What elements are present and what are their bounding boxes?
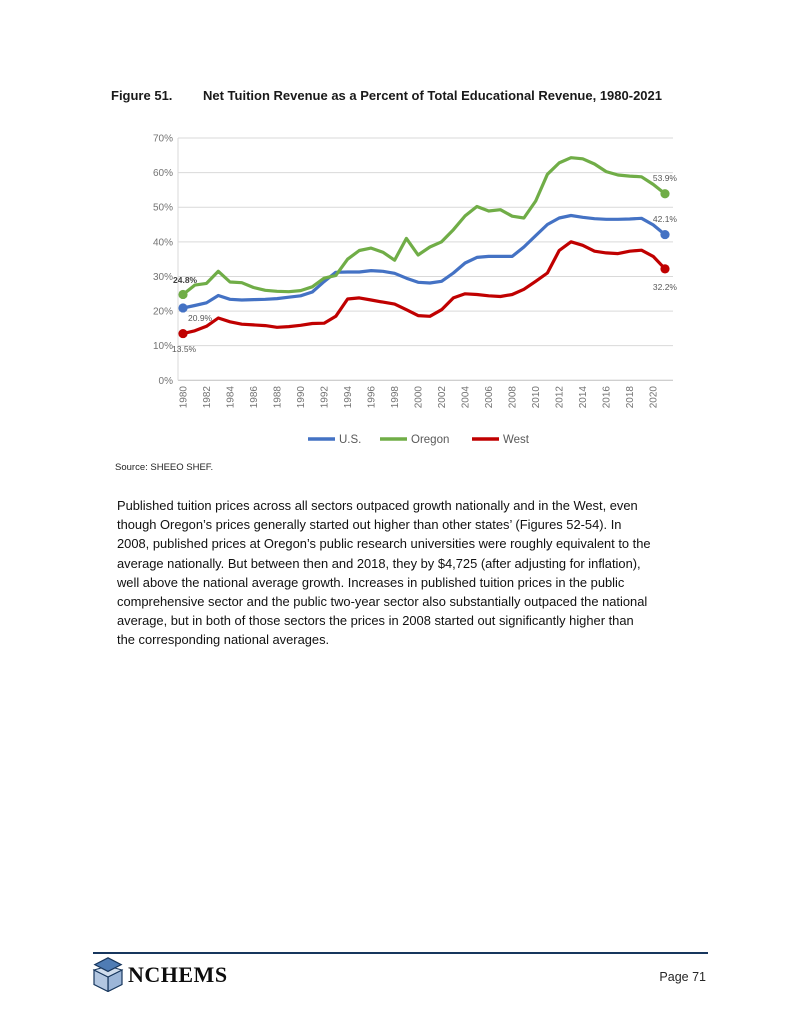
x-axis-label: 1996 xyxy=(367,386,378,409)
x-axis-label: 1998 xyxy=(390,386,401,409)
x-axis-label: 2020 xyxy=(649,386,660,409)
y-axis-label: 10% xyxy=(153,341,173,352)
x-axis-label: 2016 xyxy=(602,386,613,409)
y-axis-label: 50% xyxy=(153,203,173,214)
series-end-marker xyxy=(660,264,670,274)
x-axis-label: 2014 xyxy=(578,386,589,409)
x-axis-label: 2002 xyxy=(437,386,448,409)
paragraph-line: the corresponding national averages. xyxy=(117,632,330,648)
figure-label: Figure 51. xyxy=(111,88,173,103)
nchems-logo: NCHEMS xyxy=(92,957,228,992)
y-axis-label: 40% xyxy=(153,237,173,248)
x-axis-label: 2010 xyxy=(531,386,542,409)
paragraph-line: Published tuition prices across all sect… xyxy=(117,498,638,513)
nchems-cube-icon xyxy=(92,957,124,992)
x-axis-label: 2000 xyxy=(414,386,425,409)
figure-caption: Figure 51. Net Tuition Revenue as a Perce… xyxy=(111,88,662,103)
footer-divider xyxy=(93,952,708,954)
legend-label: West xyxy=(503,434,530,446)
legend-label: Oregon xyxy=(411,434,449,446)
series-start-marker xyxy=(178,303,188,313)
x-axis-label: 2004 xyxy=(461,386,472,409)
end-value-label: 32.2% xyxy=(653,282,678,292)
series-end-marker xyxy=(660,229,670,240)
start-value-label: 20.9% xyxy=(188,313,213,323)
x-axis-label: 1982 xyxy=(202,386,213,409)
west-line xyxy=(181,240,667,336)
paragraph-line: though Oregon’s prices generally started… xyxy=(117,517,622,533)
paragraph-line: well above the national average growth. … xyxy=(117,574,625,590)
x-axis-label: 1990 xyxy=(296,386,307,409)
page-number: Page 71 xyxy=(659,970,706,984)
end-value-label: 42.1% xyxy=(653,214,678,224)
x-axis-label: 1994 xyxy=(343,386,354,409)
paragraph-line: average nationally. But between then and… xyxy=(117,555,641,571)
figure-51-line-chart: 0% 10% 20% 30% 40% 50% 60% 70% 1980 1982 1984 1986 1… xyxy=(153,134,678,447)
y-axis-label: 0% xyxy=(159,376,174,387)
nchems-logo-text: NCHEMS xyxy=(128,961,228,987)
y-axis-label: 60% xyxy=(153,168,173,179)
oregon-line xyxy=(181,156,667,297)
paragraph-line: average, but in both of those sectors th… xyxy=(117,613,634,629)
y-axis-label: 70% xyxy=(153,134,173,145)
end-value-label: 53.9% xyxy=(653,173,678,183)
x-axis-label: 2008 xyxy=(508,386,519,409)
x-axis-label: 1980 xyxy=(179,386,190,409)
x-axis-label: 2012 xyxy=(555,386,566,409)
paragraph-line: 2008, published prices at Oregon’s publi… xyxy=(117,536,651,552)
body-paragraph: Published tuition prices across all sect… xyxy=(117,496,737,650)
x-axis-label: 1984 xyxy=(226,386,237,409)
x-axis-label: 2018 xyxy=(625,386,636,409)
legend-label: U.S. xyxy=(339,434,361,446)
x-axis-label: 1992 xyxy=(320,386,331,409)
y-axis-label: 30% xyxy=(153,272,173,283)
x-axis-label: 1988 xyxy=(273,386,284,409)
paragraph-line: comprehensive sector and the public two-… xyxy=(117,594,648,610)
start-value-label: 13.5% xyxy=(172,344,197,354)
series-start-marker xyxy=(178,289,188,300)
us-line xyxy=(181,213,667,310)
series-end-marker xyxy=(660,189,670,199)
start-value-label: 24.8% xyxy=(173,275,198,285)
figure-title-text: Net Tuition Revenue as a Percent of Tota… xyxy=(203,88,662,103)
x-axis-label: 2006 xyxy=(484,386,495,409)
series-start-marker xyxy=(178,328,188,339)
source-note: Source: SHEEO SHEF. xyxy=(115,462,214,473)
x-axis-label: 1986 xyxy=(249,386,260,409)
y-axis-label: 20% xyxy=(153,307,173,318)
